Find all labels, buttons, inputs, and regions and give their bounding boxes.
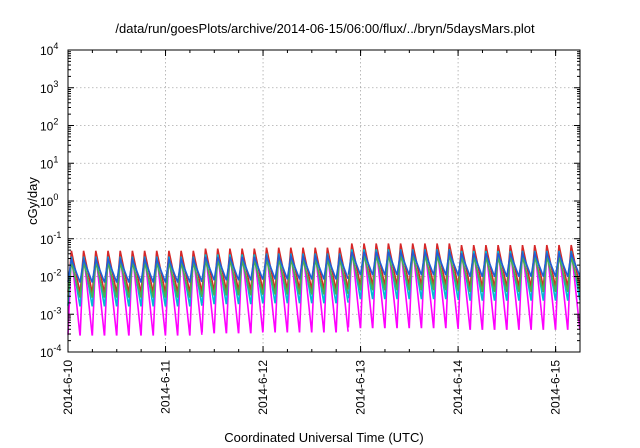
series-line [457, 250, 581, 277]
y-tick-label: 100 [40, 192, 58, 209]
x-axis: 2014-6-10 2014-6-11 2014-6-12 2014-6-13 2014… [61, 50, 581, 415]
series-line [201, 254, 264, 305]
series-line [457, 247, 581, 330]
y-tick-label: 102 [40, 117, 58, 134]
series-line [201, 256, 264, 281]
x-tick-label: 2014-6-15 [549, 360, 563, 415]
y-tick-label: 101 [40, 154, 58, 171]
series-line [347, 248, 459, 276]
y-tick-label: 103 [40, 79, 58, 96]
x-tick-label: 2014-6-10 [61, 360, 75, 415]
y-tick-label: 10-2 [40, 268, 61, 285]
series-line [67, 256, 203, 307]
grid [67, 50, 580, 352]
y-axis-label: cGy/day [25, 177, 40, 225]
x-tick-label: 2014-6-13 [354, 360, 368, 415]
y-tick-label: 10-1 [40, 230, 61, 247]
series-line [457, 256, 581, 292]
y-tick-label: 10-3 [40, 305, 61, 322]
x-axis-label: Coordinated Universal Time (UTC) [224, 430, 423, 445]
series-line [67, 256, 203, 283]
x-tick-label: 2014-6-11 [159, 360, 173, 414]
y-tick-label: 104 [40, 41, 58, 58]
series-lines [67, 243, 581, 336]
series-line [262, 252, 349, 280]
x-tick-label: 2014-6-14 [451, 360, 465, 415]
x-tick-label: 2014-6-12 [256, 360, 270, 415]
chart-title: /data/run/goesPlots/archive/2014-06-15/0… [115, 21, 535, 36]
y-tick-label: 10-4 [40, 343, 61, 360]
